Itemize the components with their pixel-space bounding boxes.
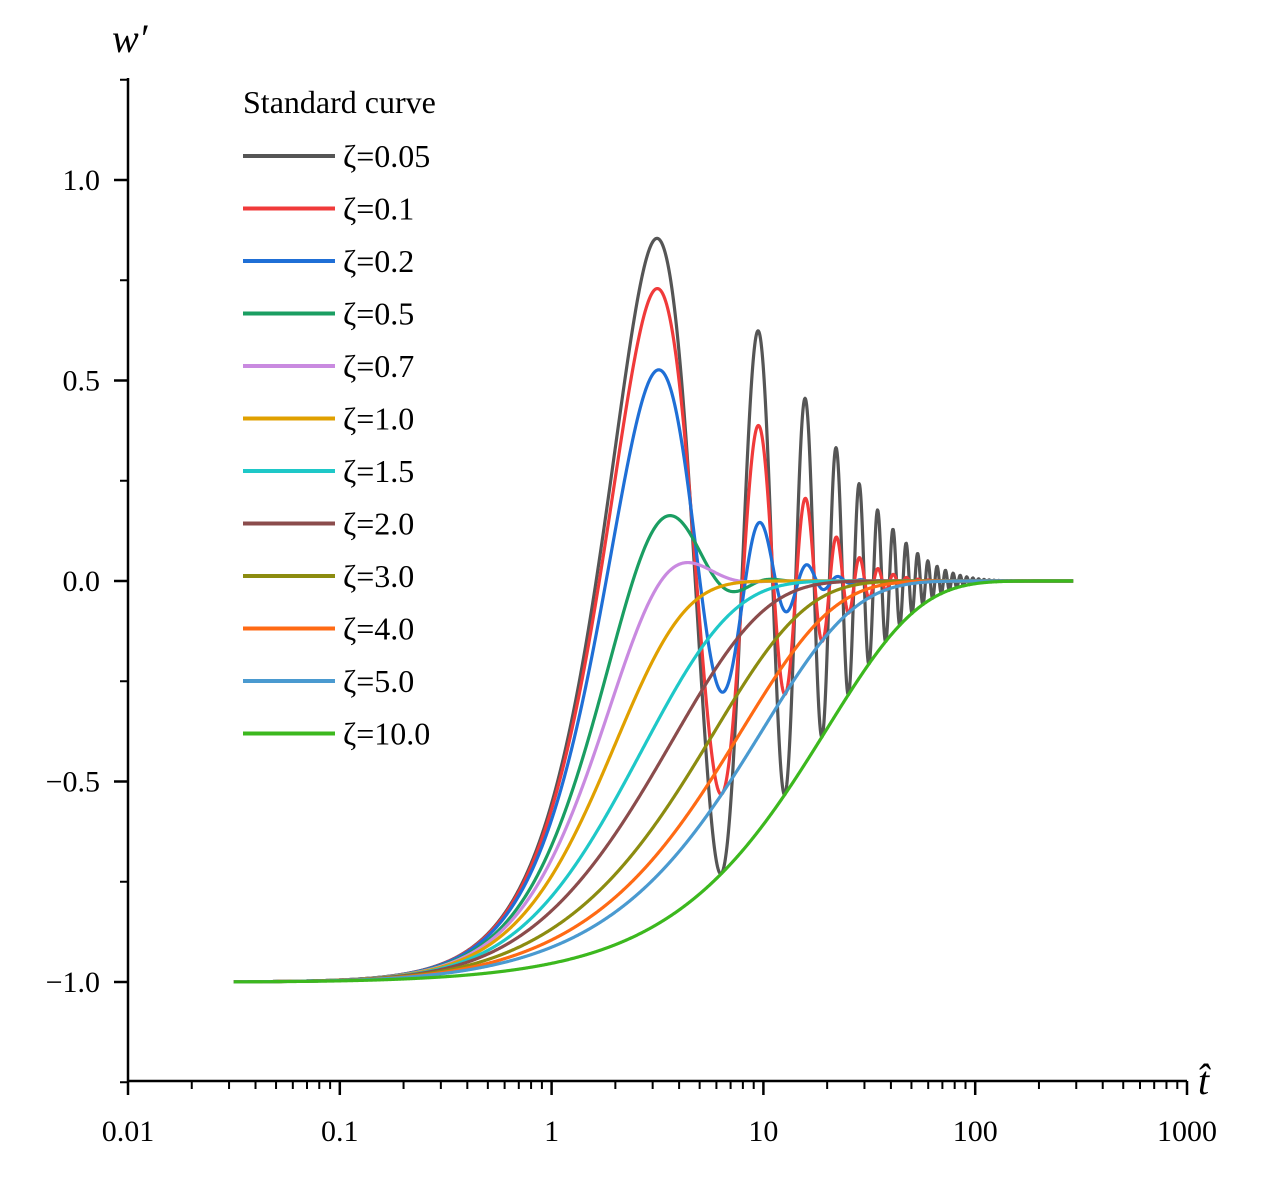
legend-label-10: ζ=5.0: [343, 663, 414, 699]
y-axis-title: w′: [112, 16, 149, 61]
y-tick-label: 1.0: [63, 164, 101, 197]
legend-label-8: ζ=3.0: [343, 558, 414, 594]
legend-label-0: ζ=0.05: [343, 138, 430, 174]
curves-layer: [232, 236, 1075, 984]
x-tick-label: 1: [544, 1115, 559, 1148]
x-tick-label: 1000: [1157, 1115, 1217, 1148]
series-line-11: [232, 579, 1075, 984]
x-tick-label: 100: [953, 1115, 998, 1148]
y-tick-label: 0.0: [63, 565, 101, 598]
legend-label-6: ζ=1.5: [343, 453, 414, 489]
legend-label-1: ζ=0.1: [343, 191, 414, 227]
axes-layer: 0.01 0.1 1 10 100 1000 −1.0 −0.5 0.0 0.5 1.0 w′ t̂: [46, 16, 1217, 1148]
x-axis-title: t̂: [1198, 1058, 1211, 1103]
legend-label-4: ζ=0.7: [343, 348, 414, 384]
legend-label-11: ζ=10.0: [343, 716, 430, 752]
y-tick-label: 0.5: [63, 365, 101, 398]
legend-label-9: ζ=4.0: [343, 611, 414, 647]
legend-label-7: ζ=2.0: [343, 506, 414, 542]
legend-title: Standard curve: [243, 84, 436, 120]
x-tick-label: 0.01: [102, 1115, 155, 1148]
y-tick-label: −0.5: [46, 766, 100, 799]
legend-label-3: ζ=0.5: [343, 296, 414, 332]
legend-label-5: ζ=1.0: [343, 401, 414, 437]
legend-label-2: ζ=0.2: [343, 243, 414, 279]
x-tick-label: 10: [748, 1115, 778, 1148]
x-tick-label: 0.1: [321, 1115, 359, 1148]
legend: Standard curve ζ=0.05 ζ=0.1 ζ=0.2 ζ=0.5 ζ=0.7…: [243, 84, 436, 752]
y-tick-label: −1.0: [46, 966, 100, 999]
